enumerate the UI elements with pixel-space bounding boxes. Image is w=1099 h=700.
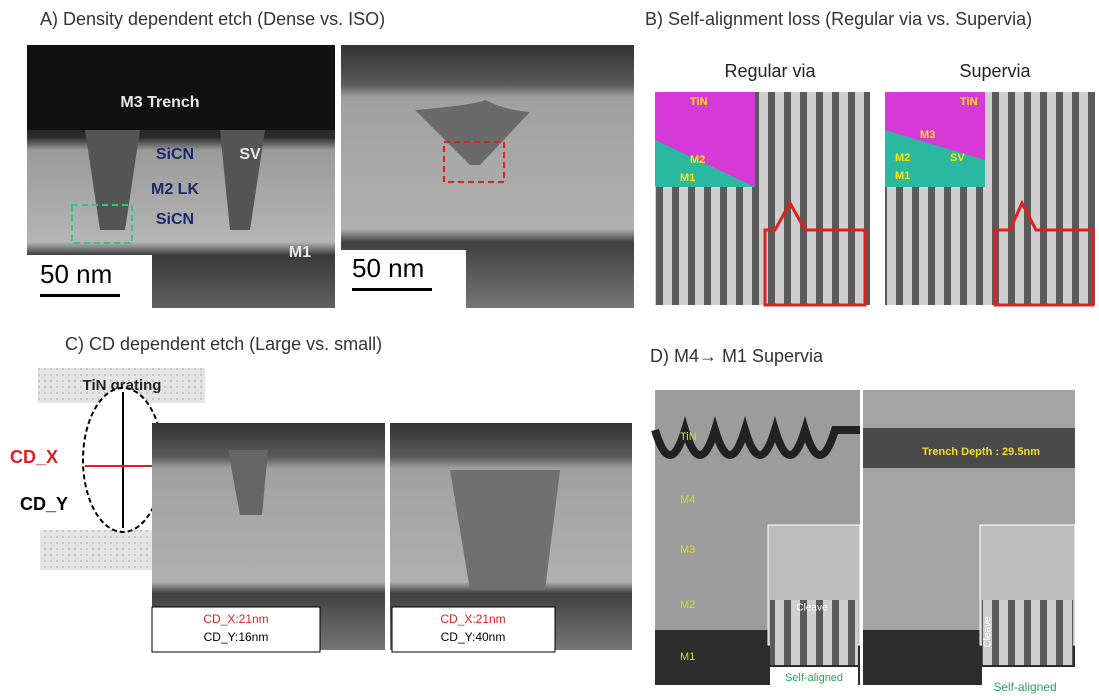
- inset-label: M3: [920, 129, 935, 141]
- panel-title: B) Self-alignment loss (Regular via vs. …: [645, 9, 1032, 29]
- cleave-label: Cleave: [983, 616, 994, 648]
- cd-x-label: CD_X: [10, 447, 58, 467]
- inset-label: M2: [690, 154, 705, 166]
- scale-bar-label: 50 nm: [40, 259, 112, 289]
- panel-title: D) M4→ M1 Supervia: [650, 346, 824, 366]
- sem-inset: [982, 600, 1073, 665]
- subtitle: Regular via: [724, 61, 816, 81]
- cd-x-value: CD_X:21nm: [440, 612, 505, 626]
- layer-label: M2: [680, 599, 695, 611]
- layer-label: TiN: [680, 431, 697, 443]
- layer-label: SiCN: [156, 211, 194, 228]
- self-aligned-label: Self-aligned: [993, 680, 1056, 694]
- layer-label: M4: [680, 494, 695, 506]
- inset-label: TiN: [960, 96, 978, 108]
- inset-label: TiN: [690, 96, 708, 108]
- scale-bar: [352, 288, 432, 291]
- inset-label: M1: [895, 170, 910, 182]
- cd-y-value: CD_Y:40nm: [441, 630, 506, 644]
- inset-label: SV: [950, 152, 965, 164]
- panel-title: C) CD dependent etch (Large vs. small): [65, 334, 382, 354]
- scale-bar: [40, 294, 120, 297]
- cd-x-value: CD_X:21nm: [203, 612, 268, 626]
- trench-depth-label: Trench Depth : 29.5nm: [922, 446, 1040, 458]
- layer-label: M3 Trench: [120, 94, 199, 111]
- layer-label: M1: [680, 651, 695, 663]
- cd-y-label: CD_Y: [20, 494, 68, 514]
- subtitle: Supervia: [959, 61, 1031, 81]
- layer-label: SV: [239, 146, 261, 163]
- trench: [27, 45, 335, 130]
- layer-label: M3: [680, 544, 695, 556]
- inset-label: M1: [680, 172, 695, 184]
- layer-label: SiCN: [156, 146, 194, 163]
- cd-y-value: CD_Y:16nm: [204, 630, 269, 644]
- inset-label: M2: [895, 152, 910, 164]
- figure: A) Density dependent etch (Dense vs. ISO…: [0, 0, 1099, 700]
- self-aligned-label: Self-aligned: [785, 672, 843, 684]
- scale-bar-label: 50 nm: [352, 253, 424, 283]
- layer-label: M2 LK: [151, 181, 199, 198]
- layer-label: M1: [289, 244, 311, 261]
- cleave-label: Cleave: [796, 603, 828, 614]
- panel-title: A) Density dependent etch (Dense vs. ISO…: [40, 9, 385, 29]
